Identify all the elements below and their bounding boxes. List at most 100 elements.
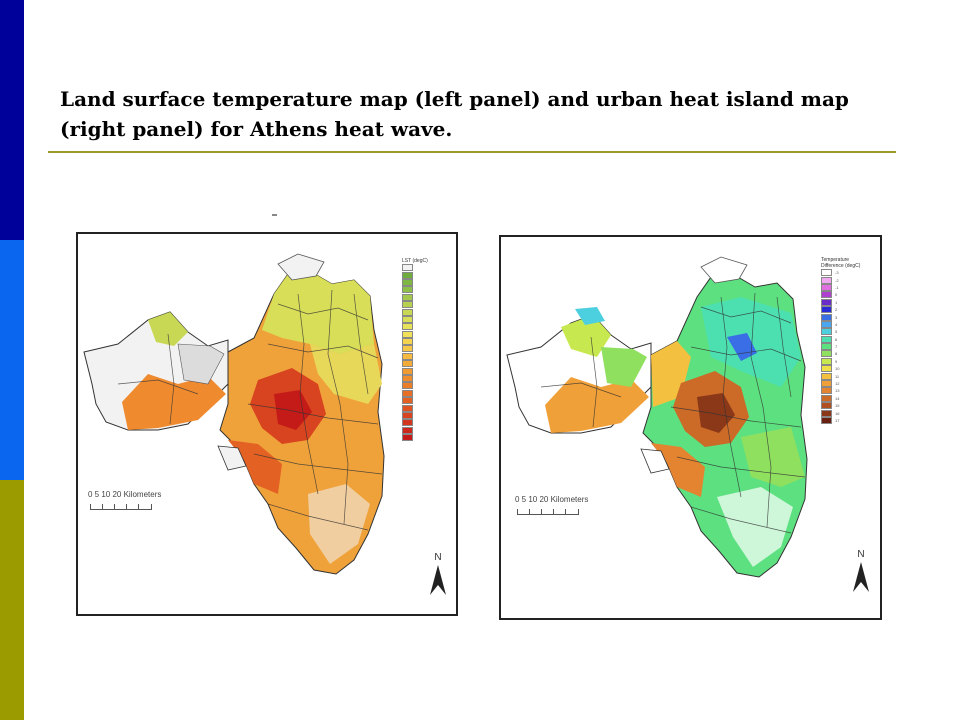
north-arrow-icon [853, 562, 869, 592]
uhi-legend-label: 9 [835, 358, 838, 364]
lst-legend-entry [402, 278, 450, 286]
uhi-legend-entry: -2 [821, 276, 869, 284]
uhi-legend-swatch [821, 291, 832, 299]
uhi-north-label: N [857, 549, 865, 560]
uhi-legend-entry: 12 [821, 380, 869, 388]
lst-map-panel: LST (degC) 0 5 10 20 Kilometers N [76, 232, 458, 616]
stray-mark [272, 214, 277, 216]
title-divider [48, 151, 896, 153]
lst-legend-entry [402, 360, 450, 368]
lst-legend-swatch [402, 426, 413, 434]
uhi-legend-swatch [821, 380, 832, 388]
uhi-legend-label: 3 [835, 314, 838, 320]
uhi-legend-swatch [821, 276, 832, 284]
uhi-legend-swatch [821, 306, 832, 314]
uhi-legend-swatch [821, 409, 832, 417]
lst-legend-swatch [402, 286, 413, 294]
uhi-legend-label: 0 [835, 292, 838, 298]
sidebar-stripe-top [0, 0, 24, 240]
uhi-legend-swatch [821, 269, 832, 277]
uhi-legend-swatch [821, 350, 832, 358]
uhi-legend-entry: 8 [821, 350, 869, 358]
uhi-legend-entry: 0 [821, 291, 869, 299]
lst-north-label: N [434, 552, 442, 563]
uhi-legend-label: 15 [835, 403, 840, 409]
uhi-legend-label: 14 [835, 395, 840, 401]
uhi-map-panel: Temperature Difference (degC) -3 -2 -1 0 1 2 3… [499, 235, 882, 620]
uhi-map-image [506, 256, 808, 578]
lst-legend-entry [402, 426, 450, 434]
lst-legend-swatch [402, 271, 413, 279]
uhi-legend-entry: 11 [821, 372, 869, 380]
uhi-legend-swatch [821, 417, 832, 424]
lst-legend-swatch [402, 315, 413, 323]
lst-legend-swatch [402, 434, 413, 442]
uhi-north-arrow: N [851, 549, 871, 599]
uhi-legend-swatch [821, 328, 832, 336]
lst-legend-entry [402, 375, 450, 383]
lst-legend-swatch [402, 375, 413, 383]
lst-legend-entry [402, 301, 450, 309]
lst-legend-entry [402, 419, 450, 427]
uhi-legend-swatch [821, 387, 832, 395]
uhi-legend-swatch [821, 394, 832, 402]
uhi-scale-label: 0 5 10 20 Kilometers [515, 495, 589, 504]
lst-legend-entry [402, 397, 450, 405]
uhi-legend-entry: 3 [821, 313, 869, 321]
uhi-legend-entry: -1 [821, 283, 869, 291]
lst-legend-entry [402, 323, 450, 331]
lst-legend-swatch [402, 360, 413, 368]
uhi-legend-entry: -3 [821, 269, 869, 277]
uhi-legend-swatch [821, 365, 832, 373]
lst-legend-entry [402, 293, 450, 301]
uhi-legend-entry: 9 [821, 357, 869, 365]
lst-legend-swatch [402, 308, 413, 316]
uhi-legend-entry: 2 [821, 306, 869, 314]
lst-legend-swatch [402, 330, 413, 338]
lst-legend-entry [402, 345, 450, 353]
lst-legend-entry [402, 330, 450, 338]
lst-legend-entry [402, 404, 450, 412]
uhi-legend-swatch [821, 283, 832, 291]
lst-legend-swatch [402, 404, 413, 412]
lst-legend-swatch [402, 367, 413, 375]
uhi-legend-entry: 6 [821, 335, 869, 343]
lst-legend-entries [402, 264, 450, 442]
lst-legend-swatch [402, 352, 413, 360]
lst-legend-swatch [402, 278, 413, 286]
uhi-legend-label: 16 [835, 410, 840, 416]
uhi-legend-label: -2 [835, 277, 839, 283]
lst-legend-swatch [402, 301, 413, 309]
lst-legend-swatch [402, 264, 413, 272]
uhi-legend-label: 6 [835, 336, 838, 342]
lst-legend-swatch [402, 293, 413, 301]
uhi-legend-label: 8 [835, 351, 838, 357]
uhi-legend-swatch [821, 320, 832, 328]
uhi-legend-entry: 15 [821, 402, 869, 410]
uhi-legend-entries: -3 -2 -1 0 1 2 3 4 5 6 7 8 9 10 11 12 13 14 15 16 17 [821, 269, 869, 424]
lst-legend-entry [402, 382, 450, 390]
lst-legend-swatch [402, 419, 413, 427]
lst-legend-entry [402, 352, 450, 360]
lst-legend-entry [402, 338, 450, 346]
uhi-legend-label: 7 [835, 344, 838, 350]
uhi-legend-label: 1 [835, 299, 838, 305]
uhi-legend-label: -3 [835, 270, 839, 276]
lst-legend-entry [402, 271, 450, 279]
sidebar-stripe-middle [0, 240, 24, 480]
uhi-legend-label: 17 [835, 418, 840, 423]
uhi-scale-bar [517, 509, 579, 515]
lst-north-arrow: N [428, 552, 448, 602]
uhi-legend: Temperature Difference (degC) -3 -2 -1 0 1 2 3… [821, 257, 869, 424]
uhi-legend-swatch [821, 313, 832, 321]
lst-legend-swatch [402, 412, 413, 419]
lst-legend-swatch [402, 323, 413, 331]
lst-legend-entry [402, 286, 450, 294]
uhi-legend-entry: 5 [821, 328, 869, 336]
lst-legend-entry [402, 434, 450, 442]
uhi-legend-entry: 7 [821, 343, 869, 351]
lst-legend-swatch [402, 389, 413, 397]
uhi-legend-swatch [821, 357, 832, 365]
uhi-legend-swatch [821, 298, 832, 306]
uhi-legend-title: Temperature Difference (degC) [821, 257, 861, 269]
